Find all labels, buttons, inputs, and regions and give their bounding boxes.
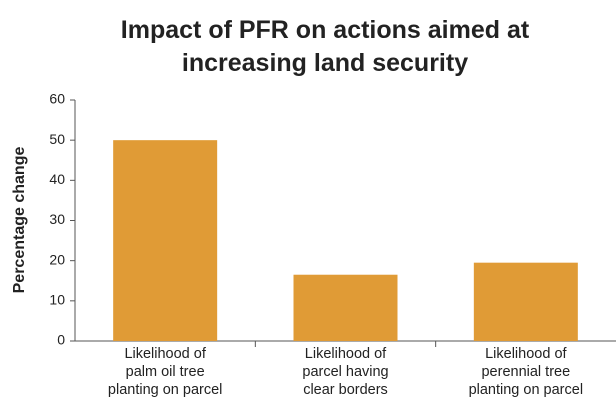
x-tick-label: Likelihood of perennial tree planting on… — [468, 346, 584, 398]
bar — [293, 274, 398, 341]
y-tick-label: 20 — [49, 251, 65, 267]
y-tick-label: 0 — [57, 332, 65, 348]
y-axis-label: Percentage change — [11, 147, 28, 294]
y-tick-label: 10 — [49, 292, 65, 308]
y-tick-label: 60 — [49, 91, 65, 107]
y-tick-label: 50 — [49, 131, 65, 147]
x-tick-label: Likelihood of parcel having clear border… — [302, 346, 389, 398]
bar — [473, 262, 578, 341]
x-tick-label: Likelihood of palm oil tree planting on … — [107, 346, 223, 398]
bar — [113, 140, 218, 341]
y-tick-label: 30 — [49, 211, 65, 227]
y-tick-label: 40 — [49, 171, 65, 187]
chart-title: Impact of PFR on actions aimed at increa… — [120, 16, 530, 77]
